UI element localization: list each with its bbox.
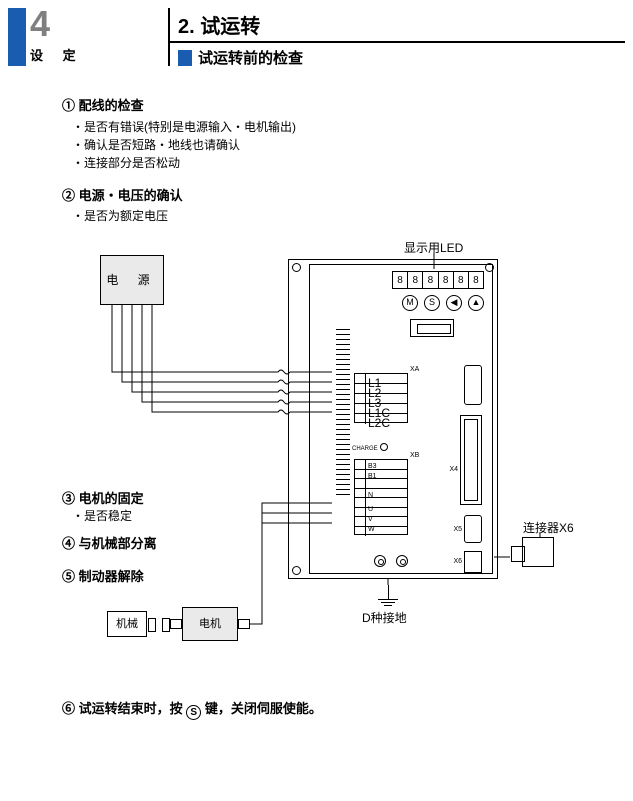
content: ① 配线的检查 ・是否有错误(特别是电源输入・电机输出) ・确认是否短路・地线也… [0,66,633,740]
led-display: 8 8 8 8 8 8 [392,271,484,289]
coupling-icon [148,618,170,630]
x6-connector-label: 连接器X6 [523,519,574,537]
terminal-block-xb [354,459,408,535]
check-3-sub: ・是否稳定 [72,507,132,525]
x5-label: X5 [453,525,462,536]
xb-pin-b1: B1 [368,472,377,483]
xb-pin-u: U [368,505,373,516]
led-digit: 8 [393,272,407,288]
check-5-heading: ⑤ 制动器解除 [62,567,144,587]
x4-label: X4 [449,465,458,476]
vent-slots-icon [336,329,350,499]
s-key-icon: S [186,705,201,720]
wiring-diagram: 电 源 显示用LED 连接器X6 D种接地 ③ 电机的固定 ・是否稳定 ④ 与机… [62,239,602,669]
subsection-title: 试运转前的检查 [198,47,303,68]
x6-label-small: X6 [453,557,462,568]
ground-screw-icon [396,555,408,567]
led-digit: 8 [453,272,468,288]
check-6-suffix: 键，关闭伺服使能。 [205,701,322,716]
d-ground-label: D种接地 [362,609,407,627]
title-block: 2. 试运转 试运转前的检查 [168,8,625,66]
led-digit: 8 [422,272,437,288]
drive-panel: 8 8 8 8 8 8 M S ◀ ▲ XA [309,264,493,574]
xa-pin-l2c: L2C [368,414,390,432]
xb-pin-v: V [368,515,373,526]
mount-screw-icon [292,566,301,575]
motor-shaft-icon [238,619,250,629]
check-6: ⑥ 试运转结束时，按 S 键，关闭伺服使能。 [62,699,613,720]
ground-symbol-icon [378,585,398,606]
check-2-item-0: ・是否为额定电压 [62,207,613,225]
xb-tag: XB [410,451,419,462]
check-1-item-1: ・确认是否短路・地线也请确认 [62,136,613,154]
check-3-heading: ③ 电机的固定 [62,489,144,509]
charge-label: CHARGE [352,445,378,454]
xb-pin-b3: B3 [368,462,377,473]
page-header: 4 设 定 2. 试运转 试运转前的检查 [8,8,625,66]
power-supply-box: 电 源 [100,255,164,305]
machine-box: 机械 [107,611,147,637]
usb-port-icon [410,319,454,337]
left-button[interactable]: ◀ [446,295,462,311]
up-button[interactable]: ▲ [468,295,484,311]
xa-tag: XA [410,365,419,376]
check-1: ① 配线的检查 ・是否有错误(特别是电源输入・电机输出) ・确认是否短路・地线也… [62,96,613,172]
check-6-prefix: ⑥ 试运转结束时，按 [62,701,186,716]
led-digit: 8 [468,272,483,288]
chapter-label: 设 定 [30,45,84,64]
connector-x4 [460,415,482,505]
check-2-heading: ② 电源・电压的确认 [62,186,613,206]
led-digit: 8 [438,272,453,288]
set-button[interactable]: S [424,295,440,311]
section-title: 2. 试运转 [170,8,625,41]
check-1-item-0: ・是否有错误(特别是电源输入・电机输出) [62,118,613,136]
panel-buttons: M S ◀ ▲ [402,295,484,311]
mode-button[interactable]: M [402,295,418,311]
led-digit: 8 [407,272,422,288]
xb-pin-n: N [368,491,373,502]
motor-shaft-icon [170,619,182,629]
check-2: ② 电源・电压的确认 ・是否为额定电压 [62,186,613,226]
subsection-accent-bar [178,50,192,66]
connector-top-right [464,365,482,405]
mount-screw-icon [292,263,301,272]
check-1-item-2: ・连接部分是否松动 [62,154,613,172]
external-x6-connector [522,537,554,567]
charge-led-icon [380,443,388,451]
chapter-accent-bar [8,8,26,66]
connector-x5 [464,515,482,543]
motor-box: 电机 [182,607,238,641]
check-4-heading: ④ 与机械部分离 [62,534,157,554]
ground-terminals [374,555,408,567]
led-label: 显示用LED [404,239,463,257]
servo-drive-unit: 8 8 8 8 8 8 M S ◀ ▲ XA [288,259,498,579]
chapter-block: 4 设 定 [8,8,168,66]
xb-pin-w: W [368,525,375,536]
connector-x6 [464,551,482,573]
ground-screw-icon [374,555,386,567]
check-1-heading: ① 配线的检查 [62,96,613,116]
